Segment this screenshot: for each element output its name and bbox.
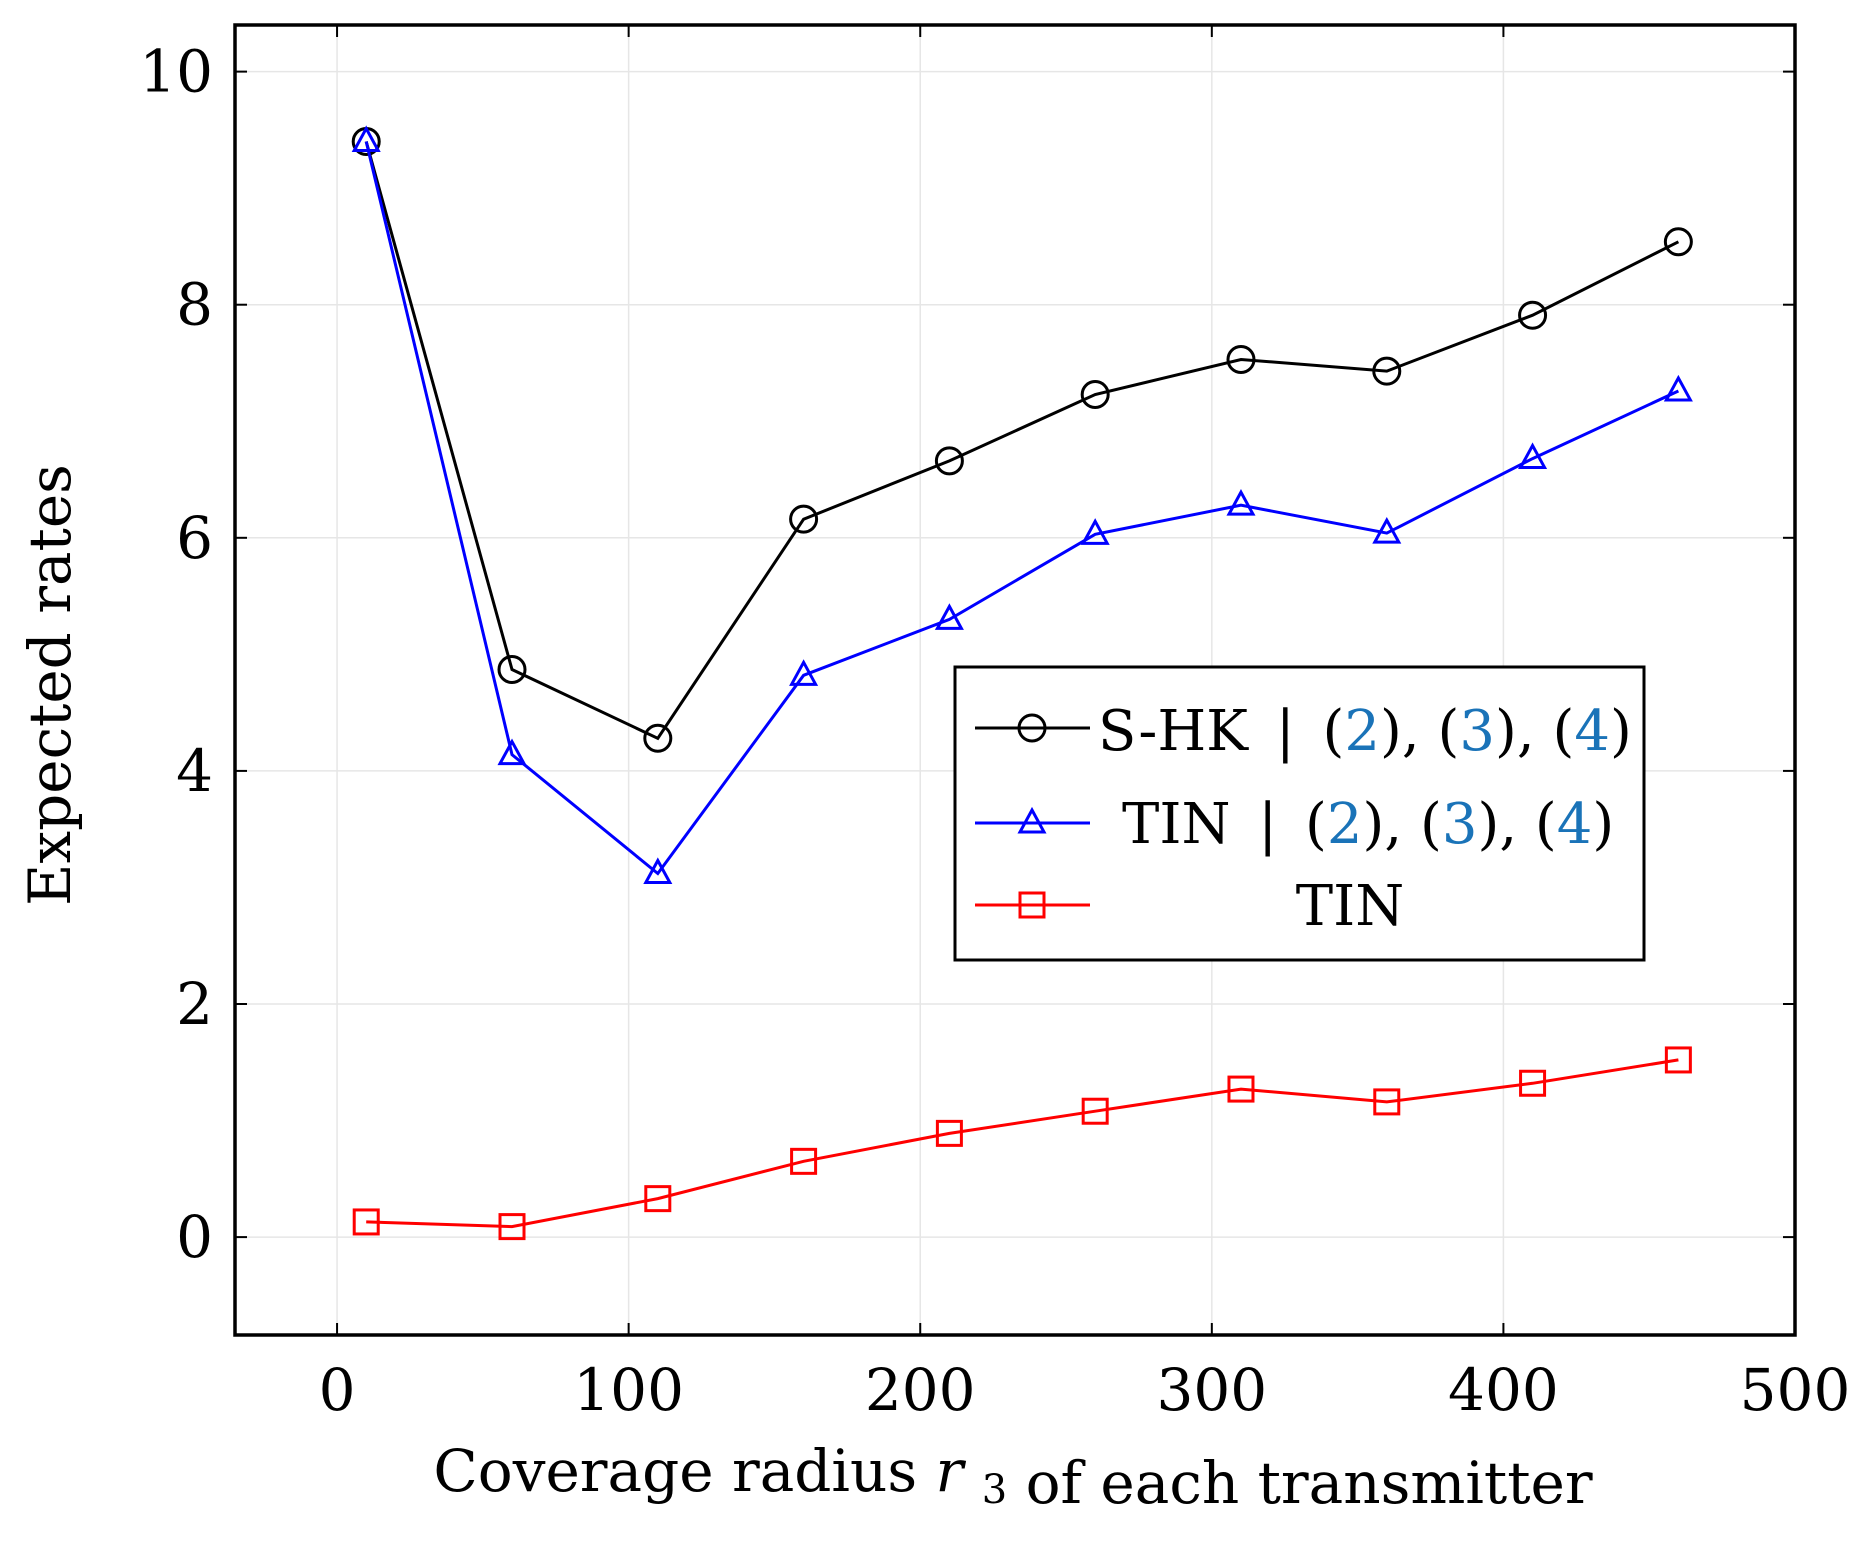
legend-marker-square: [1018, 891, 1046, 919]
legend: S-HK | (2), (3), (4) TIN | (2), (3), (4)…: [953, 665, 1646, 962]
data-point: [1372, 356, 1402, 386]
data-point: [643, 857, 673, 884]
data-point: [498, 1213, 526, 1241]
y-tick-label: 10: [139, 38, 213, 106]
x-axis-title-var: r: [936, 1437, 967, 1505]
data-point: [934, 603, 964, 630]
legend-label-tin-refs: TIN | (2), (3), (4): [1122, 792, 1614, 857]
data-point: [789, 504, 819, 534]
series-1: [351, 127, 1693, 753]
series-line: [366, 1058, 1679, 1229]
data-point: [1663, 374, 1693, 402]
y-tick-label: 4: [176, 737, 213, 805]
x-axis-title-sub: 3: [982, 1467, 1007, 1513]
y-tick-label: 2: [176, 970, 213, 1038]
x-tick-label: 100: [573, 1356, 684, 1424]
data-point: [1519, 1069, 1547, 1097]
y-tick-label: 8: [176, 271, 213, 339]
data-point: [934, 446, 964, 476]
data-point: [497, 655, 527, 685]
data-point: [1226, 489, 1256, 516]
data-point: [1226, 344, 1256, 374]
legend-label-tin: TIN: [1296, 874, 1404, 939]
legend-entry-tin-refs: TIN | (2), (3), (4): [975, 792, 1614, 857]
x-axis-title: Coverage radius r 3 of each transmitter: [433, 1437, 1592, 1517]
legend-entry-shk: S-HK | (2), (3), (4): [975, 699, 1632, 764]
series-3: [352, 1046, 1692, 1241]
legend-marker-circle: [1017, 713, 1047, 743]
data-point: [497, 738, 527, 766]
series-line: [364, 141, 1680, 876]
data-point: [790, 1147, 818, 1175]
data-point: [1372, 517, 1402, 544]
series-2: [351, 125, 1693, 884]
data-point: [1227, 1075, 1255, 1103]
series-line: [364, 141, 1680, 741]
data-point: [935, 1119, 963, 1147]
data-point: [644, 1185, 672, 1213]
x-tick-label: 300: [1156, 1356, 1267, 1424]
legend-marker-triangle: [1017, 806, 1047, 834]
x-tick-label: 500: [1740, 1356, 1851, 1424]
legend-entry-tin: TIN: [975, 874, 1404, 939]
data-point: [1518, 442, 1548, 470]
data-point: [1081, 1097, 1109, 1125]
x-tick-label: 400: [1448, 1356, 1559, 1424]
data-point: [351, 125, 381, 153]
legend-label-shk: S-HK | (2), (3), (4): [1098, 699, 1632, 764]
data-point: [1080, 518, 1110, 545]
axis-ticks: 0 100 200 300 400 500 0 2 4 6 8 10: [139, 25, 1850, 1424]
data-point: [352, 1208, 380, 1236]
data-point: [1518, 300, 1548, 330]
y-tick-label: 0: [176, 1203, 213, 1271]
data-point: [1080, 379, 1110, 409]
x-tick-label: 200: [865, 1356, 976, 1424]
data-point: [1663, 227, 1693, 257]
x-axis-title-text: Coverage radius: [433, 1437, 917, 1505]
series-layer: [351, 125, 1693, 1241]
x-axis-title-suffix: of each transmitter: [1026, 1449, 1593, 1517]
data-point: [643, 723, 673, 753]
legend-box: [953, 665, 1646, 962]
data-point: [789, 659, 819, 686]
y-axis-title: Expected rates: [16, 464, 84, 906]
plot-area-frame: [233, 23, 1797, 1337]
x-tick-label: 0: [319, 1356, 356, 1424]
data-point: [1664, 1046, 1692, 1074]
data-point: [1373, 1088, 1401, 1116]
y-tick-label: 6: [176, 504, 213, 572]
